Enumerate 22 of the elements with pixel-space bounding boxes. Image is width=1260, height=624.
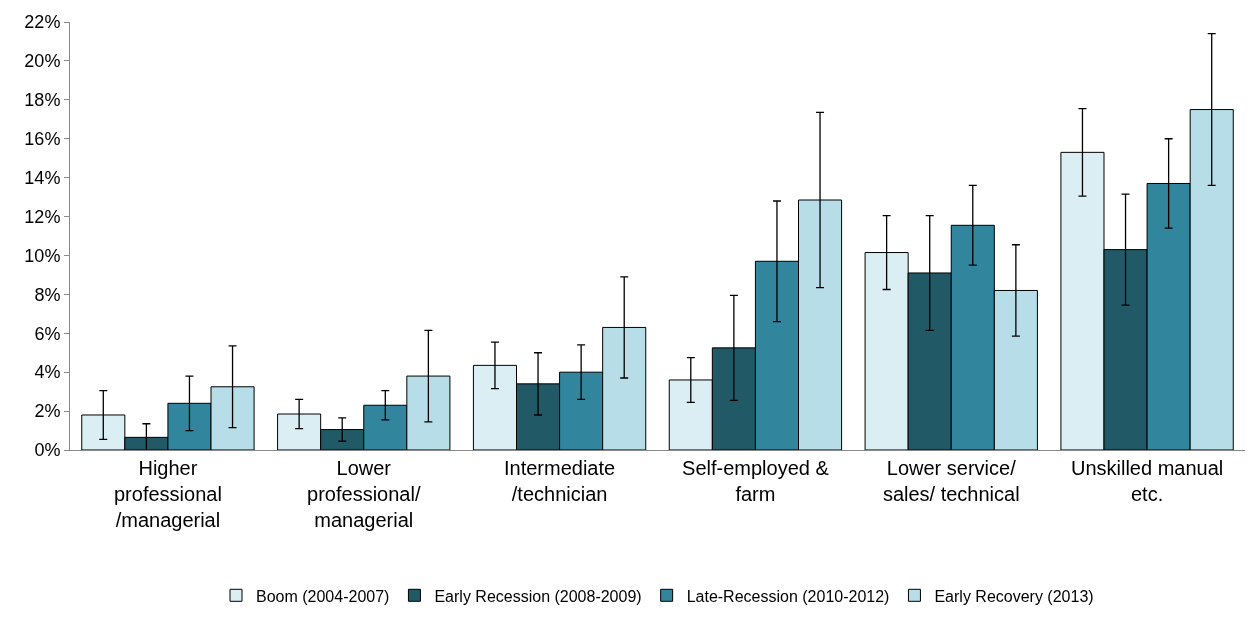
y-tick-label: 20% — [24, 51, 61, 72]
x-tick-label: Intermediate /technician — [503, 457, 616, 505]
y-tick-label: 8% — [34, 284, 61, 305]
x-tick-label: Lower service/ sales/ technical — [882, 457, 1020, 505]
y-tick-label: 6% — [34, 323, 61, 344]
y-tick-label: 16% — [24, 129, 61, 150]
y-tick-label: 18% — [24, 90, 61, 111]
x-tick-label: Higher professional /managerial — [114, 457, 222, 531]
x-tick-label: Lower professional/ managerial — [307, 457, 421, 531]
y-tick-label: 2% — [34, 401, 61, 422]
y-tick-label: 4% — [34, 362, 61, 383]
legend-label: Early Recovery (2013) — [934, 587, 1094, 605]
y-tick-label: 10% — [24, 245, 61, 266]
y-tick-label: 14% — [24, 167, 61, 188]
y-tick-label: 22% — [24, 12, 61, 33]
legend-label: Boom (2004-2007) — [256, 587, 390, 605]
x-tick-label: Unskilled manual etc. — [1070, 457, 1224, 505]
legend-label: Late-Recession (2010-2012) — [686, 587, 890, 605]
x-tick-label: Self-employed & farm — [682, 457, 830, 505]
legend-label: Early Recession (2008-2009) — [434, 587, 642, 605]
y-tick-label: 0% — [34, 440, 61, 461]
y-tick-label: 12% — [24, 206, 61, 227]
